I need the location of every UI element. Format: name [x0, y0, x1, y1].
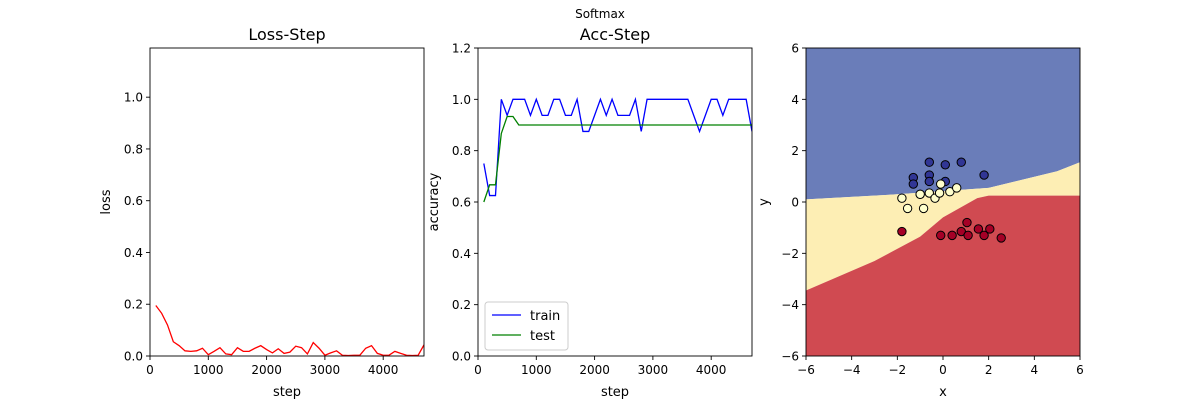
x-tick-label: 1000 [521, 363, 552, 377]
loss-y-axis-label: loss [99, 189, 114, 214]
scatter-point-class-2 [985, 224, 995, 234]
legend-test-label: test [530, 329, 555, 344]
x-tick-label: 2000 [251, 363, 282, 377]
x-tick-label: 6 [1076, 363, 1084, 377]
y-tick-label: −6 [781, 350, 799, 364]
scatter-point-class-2 [973, 224, 984, 234]
x-tick-label: 4 [1031, 363, 1039, 377]
y-tick-label: 0.2 [124, 298, 143, 312]
scatter-point-class-2 [979, 230, 989, 241]
y-tick-label: 1.2 [452, 42, 471, 56]
y-tick-label: 0.0 [452, 350, 471, 364]
y-tick-label: 0.4 [452, 247, 471, 261]
scatter-point-class-0 [924, 176, 934, 187]
y-tick-label: 4 [791, 93, 799, 107]
y-tick-label: 1.0 [452, 93, 471, 107]
x-tick-label: 0 [474, 363, 482, 377]
acc-legend: train test [484, 301, 569, 351]
scatter-point-class-0 [979, 170, 989, 180]
scatter-point-class-1 [902, 203, 913, 214]
region-class-2 [806, 195, 1080, 356]
scatter-point-class-1 [936, 179, 946, 189]
loss-step-chart: Loss-Step 0 1000 2000 3000 4000 0.0 0.2 0.4 0.6 0… [99, 25, 425, 400]
y-tick-label: 0.6 [124, 194, 143, 208]
scatter-point-class-1 [918, 203, 929, 214]
x-tick-label: 4000 [696, 363, 727, 377]
scatter-point-class-2 [962, 217, 972, 228]
scatter-point-class-2 [963, 230, 973, 241]
legend-train-label: train [530, 309, 560, 324]
x-tick-label: −2 [888, 363, 906, 377]
scatter-point-class-1 [897, 193, 907, 203]
scatter-point-class-2 [996, 233, 1006, 243]
y-tick-label: 0.8 [124, 142, 143, 156]
y-tick-label: 0.8 [452, 144, 471, 158]
y-tick-label: 0 [791, 196, 799, 210]
series-line [155, 305, 424, 356]
region-y-axis-label: y [757, 198, 772, 206]
region-class-0 [806, 48, 1080, 200]
scatter-point-class-1 [934, 188, 945, 198]
x-tick-label: −4 [843, 363, 861, 377]
scatter-point-class-0 [924, 157, 934, 167]
legend-frame [484, 301, 569, 351]
x-tick-label: 0 [939, 363, 947, 377]
test-series-line [483, 115, 752, 203]
decision-region-chart: −6 −4 −2 0 2 4 6 −6 −4 −2 0 2 4 6 x y [757, 42, 1084, 400]
scatter-point-class-0 [956, 157, 966, 167]
scatter-point-class-1 [915, 189, 925, 200]
x-tick-label: 2000 [579, 363, 610, 377]
acc-x-axis-label: step [601, 385, 629, 400]
region-x-axis-label: x [939, 385, 947, 400]
loss-chart-title: Loss-Step [248, 25, 325, 44]
figure-suptitle: Softmax [575, 7, 625, 21]
scatter-point-class-2 [947, 230, 957, 241]
axes-frame [149, 47, 425, 357]
acc-step-chart: Acc-Step 0 1000 2000 3000 4000 0.0 0.2 0.4 0.6 0.… [427, 25, 753, 400]
region-class-1 [806, 162, 1080, 291]
x-tick-label: 3000 [638, 363, 669, 377]
x-tick-label: 2 [985, 363, 993, 377]
y-tick-label: 0.0 [124, 350, 143, 364]
plot-content [155, 305, 424, 356]
acc-chart-title: Acc-Step [580, 25, 650, 44]
y-tick-label: 1.0 [124, 91, 143, 105]
train-series-line [483, 96, 752, 197]
y-tick-label: −4 [781, 298, 799, 312]
acc-y-axis-label: accuracy [427, 172, 442, 231]
scatter-point-class-1 [952, 183, 962, 193]
loss-x-axis-label: step [273, 385, 301, 400]
x-tick-label: 1000 [193, 363, 224, 377]
plot-content [806, 48, 1080, 356]
scatter-point-class-1 [924, 188, 934, 198]
y-tick-label: −2 [781, 247, 799, 261]
y-tick-label: 6 [791, 42, 799, 56]
plot-content [483, 96, 752, 203]
scatter-point-class-2 [936, 230, 946, 241]
scatter-point-class-0 [908, 179, 919, 189]
scatter-point-class-2 [897, 226, 907, 237]
y-tick-label: 0.2 [452, 298, 471, 312]
y-tick-label: 0.6 [452, 196, 471, 210]
x-tick-label: 0 [146, 363, 154, 377]
scatter-point-class-0 [940, 160, 950, 170]
x-tick-label: 3000 [310, 363, 341, 377]
x-tick-label: 4000 [368, 363, 399, 377]
y-tick-label: 2 [791, 144, 799, 158]
y-tick-label: 0.4 [124, 246, 143, 260]
x-tick-label: −6 [797, 363, 815, 377]
